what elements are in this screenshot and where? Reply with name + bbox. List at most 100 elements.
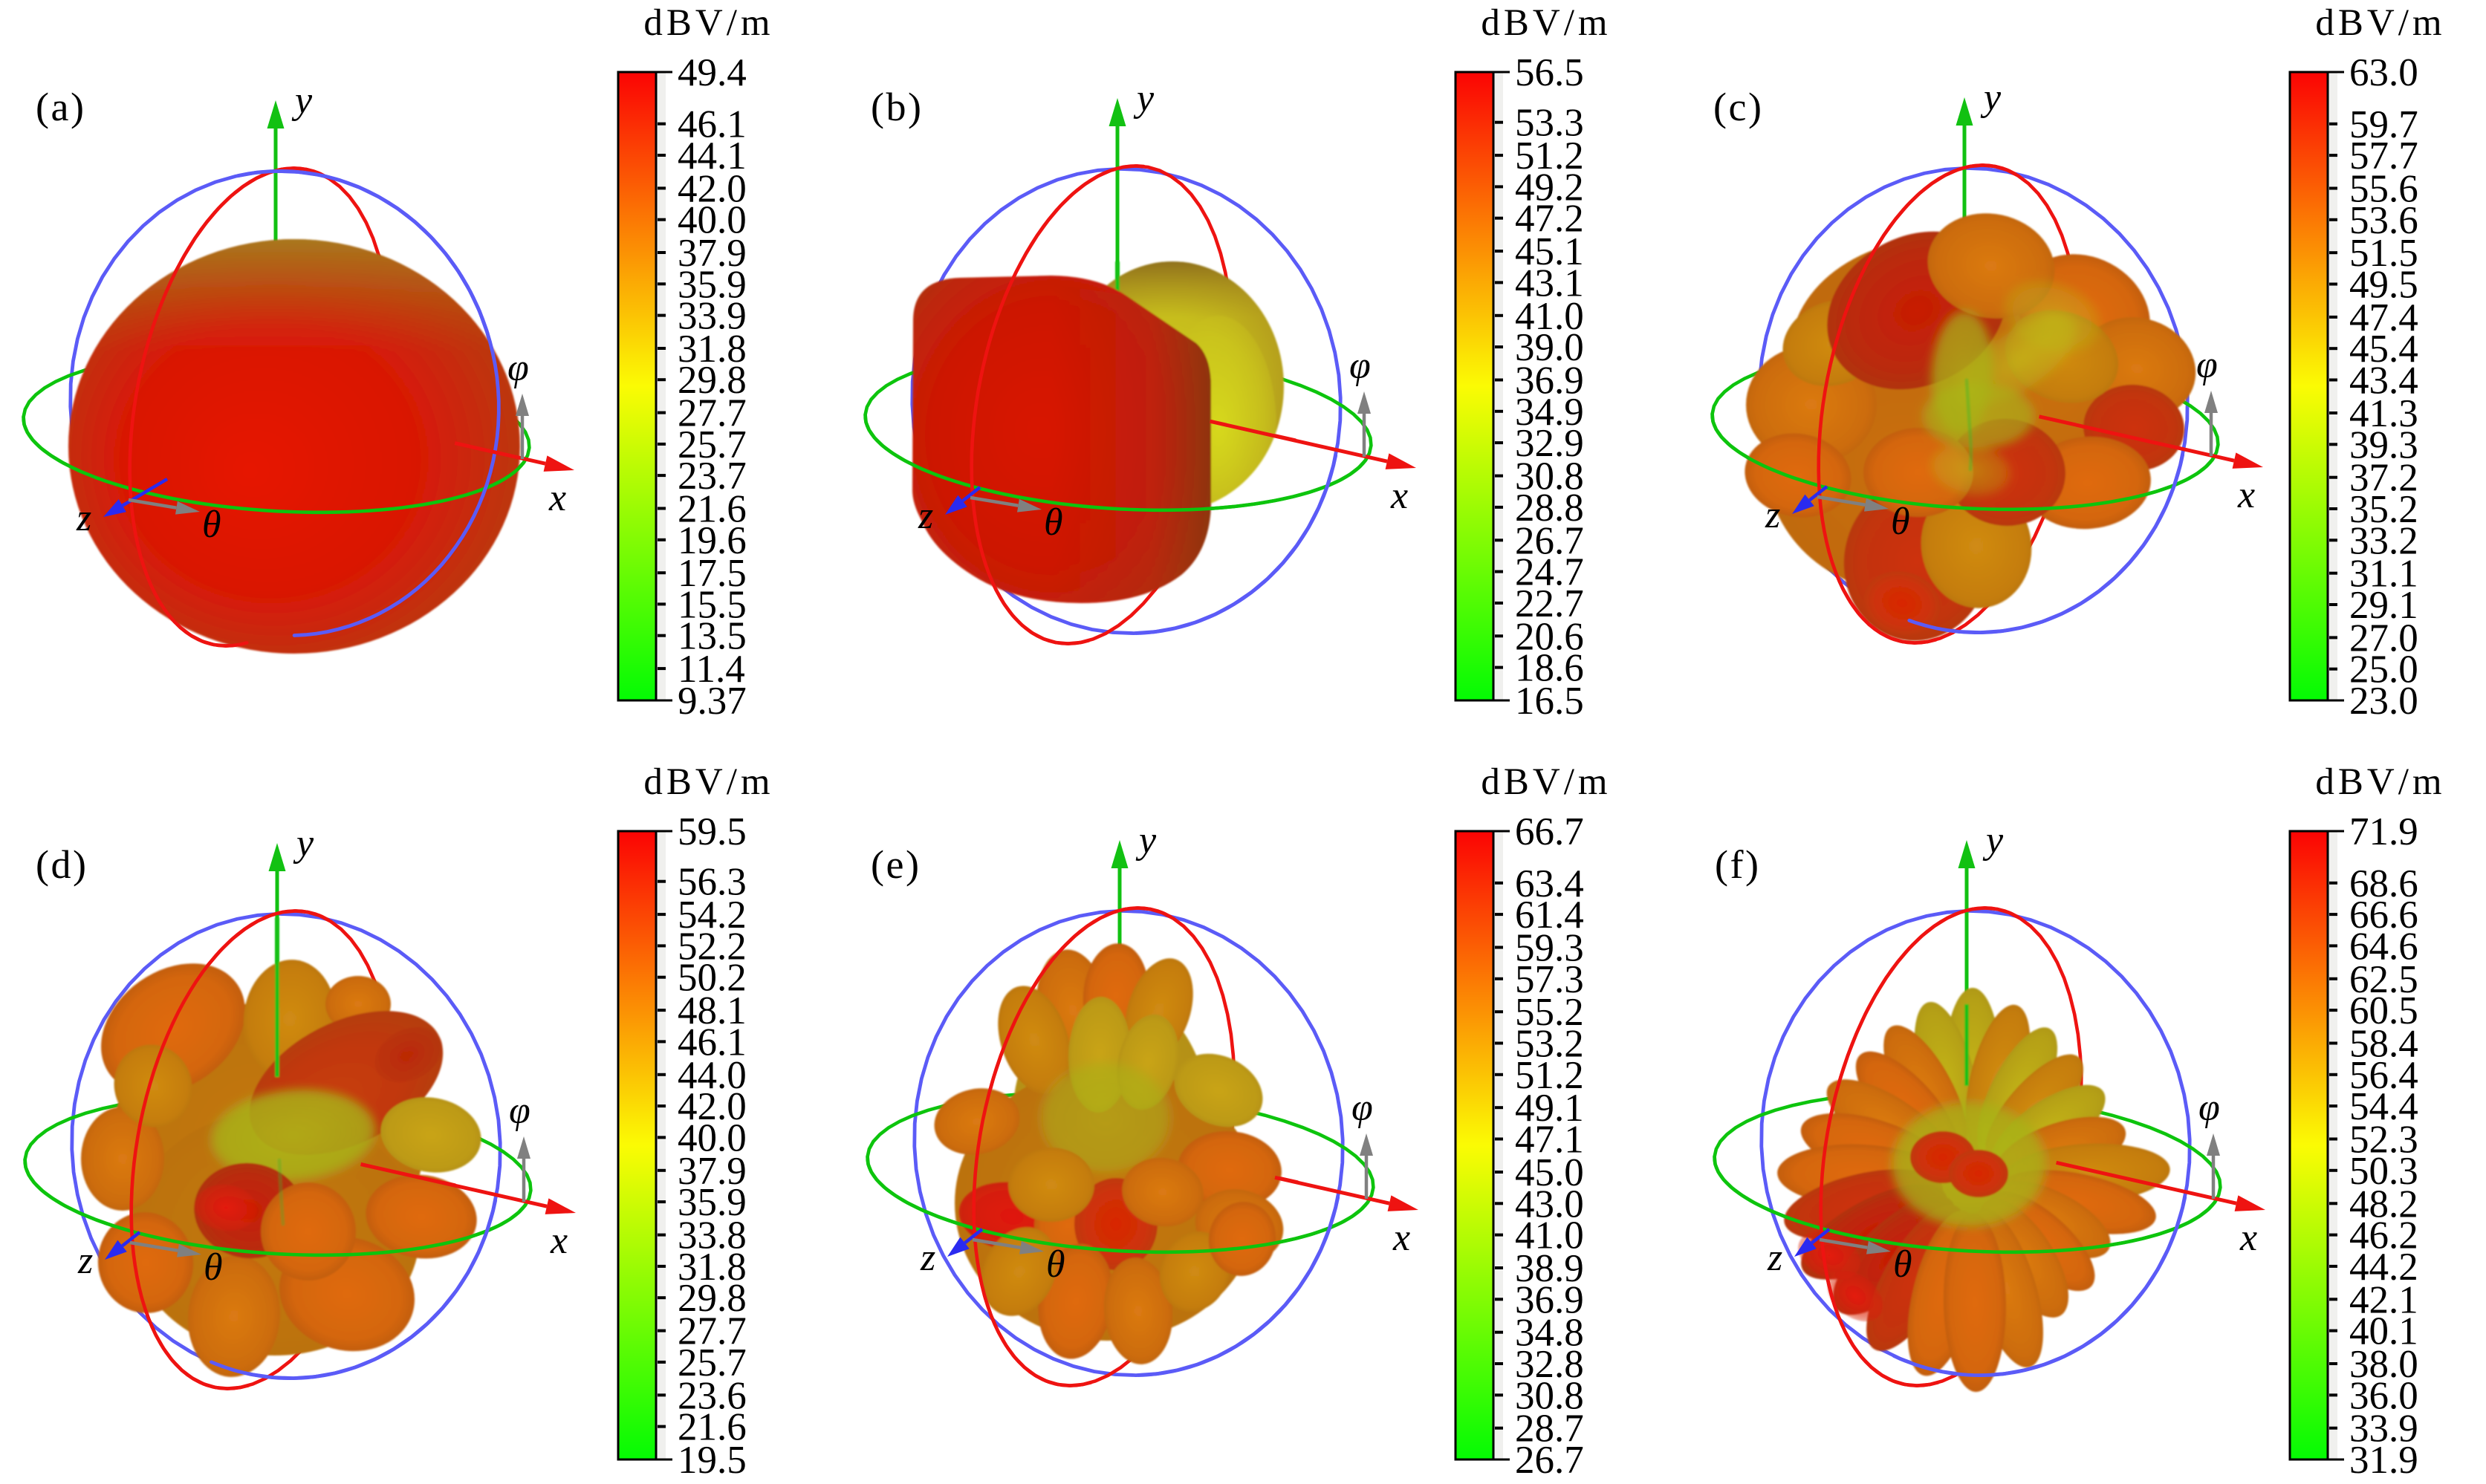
svg-text:y: y (291, 79, 313, 122)
svg-text:41.3: 41.3 (2349, 392, 2418, 435)
svg-text:30.8: 30.8 (1515, 455, 1584, 498)
svg-text:43.4: 43.4 (2349, 359, 2418, 403)
svg-text:63.0: 63.0 (2349, 51, 2418, 94)
svg-text:51.2: 51.2 (1515, 1054, 1584, 1097)
svg-text:31.8: 31.8 (678, 1246, 747, 1289)
svg-text:49.2: 49.2 (1515, 166, 1584, 209)
svg-text:57.3: 57.3 (1515, 958, 1584, 1001)
svg-text:56.5: 56.5 (1515, 51, 1584, 94)
svg-text:16.5: 16.5 (1515, 680, 1584, 723)
svg-text:15.5: 15.5 (678, 583, 747, 626)
svg-text:66.6: 66.6 (2349, 894, 2418, 937)
svg-text:60.5: 60.5 (2349, 989, 2418, 1032)
svg-text:43.0: 43.0 (1515, 1182, 1584, 1226)
svg-text:25.7: 25.7 (678, 423, 747, 466)
svg-text:45.1: 45.1 (1515, 230, 1584, 273)
svg-text:51.2: 51.2 (1515, 134, 1584, 178)
svg-text:64.6: 64.6 (2349, 925, 2418, 968)
svg-text:35.9: 35.9 (678, 263, 747, 306)
svg-text:37.9: 37.9 (678, 232, 747, 275)
svg-text:29.8: 29.8 (678, 359, 747, 402)
svg-text:θ: θ (1046, 1243, 1065, 1286)
svg-text:27.7: 27.7 (678, 392, 747, 435)
svg-text:57.7: 57.7 (2349, 134, 2418, 178)
svg-text:29.1: 29.1 (2349, 584, 2418, 627)
svg-text:42.0: 42.0 (678, 1085, 747, 1128)
svg-text:θ: θ (1893, 1243, 1912, 1286)
svg-text:59.7: 59.7 (2349, 103, 2418, 146)
svg-text:23.6: 23.6 (678, 1374, 747, 1417)
svg-text:x: x (548, 477, 566, 519)
svg-text:44.2: 44.2 (2349, 1246, 2418, 1289)
svg-text:42.1: 42.1 (2349, 1278, 2418, 1321)
svg-text:50.3: 50.3 (2349, 1150, 2418, 1193)
svg-text:φ: φ (2198, 1087, 2220, 1129)
svg-text:44.1: 44.1 (678, 134, 747, 178)
svg-text:48.1: 48.1 (678, 989, 747, 1032)
svg-text:31.8: 31.8 (678, 328, 747, 371)
svg-text:38.9: 38.9 (1515, 1247, 1584, 1290)
svg-text:43.1: 43.1 (1515, 261, 1584, 305)
svg-text:40.1: 40.1 (2349, 1310, 2418, 1353)
svg-text:55.2: 55.2 (1515, 991, 1584, 1034)
svg-text:θ: θ (1044, 501, 1063, 544)
svg-text:φ: φ (509, 1090, 530, 1132)
svg-text:54.2: 54.2 (678, 894, 747, 937)
svg-text:39.0: 39.0 (1515, 326, 1584, 369)
svg-text:31.9: 31.9 (2349, 1439, 2418, 1482)
svg-text:36.9: 36.9 (1515, 1278, 1584, 1321)
svg-text:20.6: 20.6 (1515, 615, 1584, 658)
svg-text:33.9: 33.9 (678, 295, 747, 338)
svg-text:32.9: 32.9 (1515, 422, 1584, 465)
svg-text:47.4: 47.4 (2349, 296, 2418, 339)
svg-text:53.3: 53.3 (1515, 102, 1584, 145)
svg-text:y: y (293, 822, 314, 865)
svg-text:φ: φ (1351, 1087, 1373, 1129)
svg-text:49.5: 49.5 (2349, 264, 2418, 307)
svg-text:47.2: 47.2 (1515, 198, 1584, 241)
svg-text:71.9: 71.9 (2349, 810, 2418, 853)
svg-text:53.6: 53.6 (2349, 199, 2418, 242)
svg-text:28.7: 28.7 (1515, 1407, 1584, 1451)
svg-text:(a): (a) (36, 85, 85, 129)
svg-text:18.6: 18.6 (1515, 647, 1584, 690)
svg-text:25.7: 25.7 (678, 1341, 747, 1384)
svg-text:52.3: 52.3 (2349, 1119, 2418, 1162)
svg-text:24.7: 24.7 (1515, 551, 1584, 594)
svg-text:9.37: 9.37 (678, 680, 747, 723)
svg-text:22.7: 22.7 (1515, 582, 1584, 625)
svg-text:dBV/m: dBV/m (2315, 2, 2445, 44)
svg-text:46.1: 46.1 (678, 1021, 747, 1064)
svg-text:27.0: 27.0 (2349, 616, 2418, 660)
svg-text:36.0: 36.0 (2349, 1374, 2418, 1417)
svg-text:z: z (1765, 494, 1780, 536)
svg-text:x: x (2239, 1217, 2257, 1259)
svg-text:y: y (1135, 819, 1157, 862)
svg-text:φ: φ (1349, 345, 1371, 387)
svg-text:z: z (920, 1237, 935, 1279)
svg-text:56.3: 56.3 (678, 861, 747, 904)
svg-text:61.4: 61.4 (1515, 894, 1584, 937)
svg-text:29.8: 29.8 (678, 1277, 747, 1320)
svg-text:53.2: 53.2 (1515, 1023, 1584, 1066)
svg-text:21.6: 21.6 (678, 488, 747, 531)
svg-text:28.8: 28.8 (1515, 486, 1584, 530)
svg-text:51.5: 51.5 (2349, 232, 2418, 275)
svg-text:52.2: 52.2 (678, 925, 747, 968)
svg-text:41.0: 41.0 (1515, 295, 1584, 338)
svg-text:63.4: 63.4 (1515, 862, 1584, 905)
svg-text:33.8: 33.8 (678, 1214, 747, 1257)
svg-text:33.9: 33.9 (2349, 1407, 2418, 1451)
svg-text:37.2: 37.2 (2349, 457, 2418, 500)
svg-text:30.8: 30.8 (1515, 1374, 1584, 1417)
svg-text:36.9: 36.9 (1515, 359, 1584, 403)
svg-text:46.1: 46.1 (678, 103, 747, 146)
svg-text:26.7: 26.7 (1515, 519, 1584, 562)
svg-text:17.5: 17.5 (678, 552, 747, 595)
svg-text:32.8: 32.8 (1515, 1343, 1584, 1386)
svg-text:θ: θ (204, 1246, 223, 1289)
svg-text:φ: φ (2196, 344, 2218, 386)
svg-text:y: y (1133, 77, 1155, 120)
svg-text:49.4: 49.4 (678, 51, 747, 94)
svg-text:50.2: 50.2 (678, 957, 747, 1000)
